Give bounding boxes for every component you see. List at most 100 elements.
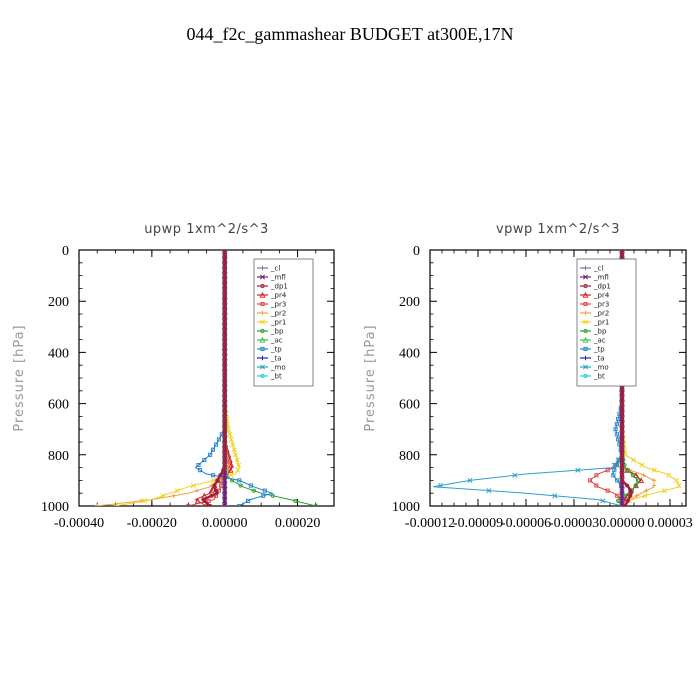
series-point_dp1 (218, 473, 223, 478)
legend-label_dp1: _dp1 (593, 283, 611, 291)
series-point_tp (261, 493, 266, 498)
series-point_dp1 (222, 391, 227, 396)
series-point_dp1 (222, 457, 227, 462)
series-point_dp1 (222, 360, 227, 365)
series-point_dp1 (619, 468, 625, 473)
legend-marker_mo (259, 364, 266, 370)
series-point_mfl (222, 250, 228, 253)
series-point_mo (615, 457, 621, 463)
series-point_tp (237, 503, 242, 506)
x-tick-label: -0.00003 (549, 516, 599, 531)
series-point_tp (213, 442, 219, 447)
series-point_pr1 (227, 431, 233, 437)
series-point_mo (486, 488, 492, 494)
x-tick-label: 0.00000 (202, 516, 248, 531)
figure-title: 044_f2c_gammashear BUDGET at300E,17N (186, 24, 513, 44)
series-point_dp1 (619, 427, 625, 432)
series-point_tp (614, 422, 619, 427)
series-point_dp1 (619, 457, 625, 462)
series-point_mo (438, 482, 444, 489)
legend-marker_bp (583, 328, 588, 334)
series-point_pr3 (206, 498, 211, 503)
legend-marker_ta (583, 355, 588, 361)
series-line_dp1 (200, 250, 226, 506)
legend-label_pr1: _pr1 (593, 319, 609, 327)
legend-label_tp: _tp (270, 346, 282, 354)
legend-label_pr4: _pr4 (593, 292, 610, 300)
legend-marker_dp1 (260, 283, 265, 289)
series-point_dp1 (222, 386, 227, 391)
series-point_dp1 (222, 340, 227, 345)
panel-title: vpwp 1xm^2/s^3 (496, 222, 620, 237)
legend-label_mo: _mo (270, 364, 286, 372)
legend-marker_tp (583, 346, 588, 352)
series-point_dp1 (222, 447, 227, 452)
series-point_dp1 (628, 488, 633, 493)
y-tick-label: 600 (399, 398, 420, 413)
series-point_mfl (222, 482, 228, 489)
legend-marker_pr1 (259, 319, 266, 325)
series-point_pr1 (630, 457, 637, 463)
series-point_mo (467, 477, 473, 483)
series-point_pr3 (186, 503, 191, 506)
y-tick-label: 400 (399, 346, 420, 361)
series-point_dp1 (222, 381, 227, 386)
series-point_pr1 (234, 457, 240, 463)
series-point_dp1 (628, 493, 633, 498)
series-point_dp1 (222, 416, 227, 422)
series-point_pr2 (634, 493, 639, 498)
legend: _cl_mfl_dp1_pr4_pr3_pr2_pr1_bp_ac_tp_ta_… (253, 258, 314, 387)
series-point_tp (612, 468, 617, 473)
series-point_tp (237, 478, 242, 483)
series-point_dp1 (619, 250, 625, 253)
series-point_bp (616, 498, 621, 503)
series-point_dp1 (222, 299, 227, 304)
series-point_dp1 (222, 452, 227, 457)
legend-marker_mo (582, 364, 589, 370)
series-point_pr1 (651, 467, 657, 473)
series-point_dp1 (222, 263, 227, 268)
series-point_dp1 (222, 437, 227, 442)
series-point_dp1 (619, 386, 625, 391)
series-point_dp1 (202, 498, 207, 503)
series-point_dp1 (619, 411, 625, 416)
series-point_dp1 (222, 314, 227, 319)
series-point_pr3 (587, 478, 593, 483)
series-point_pr1 (235, 467, 241, 473)
y-tick-label: 1000 (41, 500, 69, 515)
series-line_pr1 (115, 250, 240, 506)
legend-marker_ac (582, 336, 589, 343)
y-axis-label: Pressure [hPa] (12, 324, 27, 431)
series-point_pr2 (171, 493, 176, 498)
series-point_dp1 (222, 288, 227, 294)
series-point_dp1 (222, 324, 227, 329)
series-point_pr4 (633, 472, 640, 478)
legend-label_pr2: _pr2 (270, 310, 286, 318)
x-tick-label: -0.00009 (453, 516, 503, 531)
series-point_pr4 (208, 487, 215, 494)
legend-marker_bt (260, 373, 265, 379)
x-tick-label: -0.00040 (54, 516, 104, 531)
panel-title: upwp 1xm^2/s^3 (144, 222, 269, 237)
series-point_pr2 (644, 488, 649, 493)
series-point_pr2 (194, 488, 200, 493)
series-point_dp1 (222, 250, 227, 253)
y-tick-label: 1000 (392, 500, 420, 515)
legend-label_tp: _tp (593, 346, 605, 354)
y-tick-label: 800 (399, 449, 420, 464)
y-tick-label: 600 (48, 398, 69, 413)
series-point_dp1 (623, 503, 628, 506)
series-point_bp (270, 493, 275, 498)
legend-label_pr1: _pr1 (270, 319, 286, 327)
series-point_dp1 (222, 375, 227, 381)
series-point_dp1 (222, 253, 227, 258)
series-point_bp (635, 478, 641, 483)
x-tick-label: -0.00012 (405, 516, 455, 531)
series-point_mfl (619, 498, 625, 504)
series-point_dp1 (215, 478, 220, 483)
plot-area (95, 250, 318, 506)
legend-marker_pr4 (259, 291, 266, 298)
series-point_tp (216, 437, 221, 442)
legend-label_pr3: _pr3 (593, 301, 609, 309)
series-point_dp1 (222, 406, 227, 411)
